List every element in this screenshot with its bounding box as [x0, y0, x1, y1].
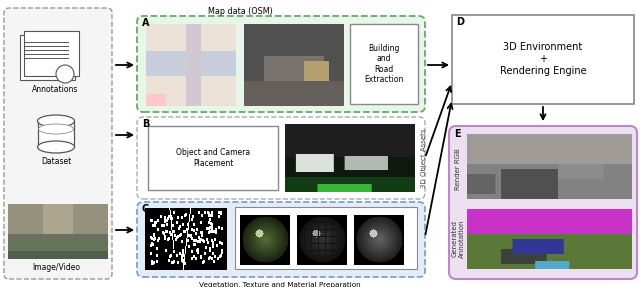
- Text: Generated
Annotation: Generated Annotation: [451, 220, 465, 258]
- Text: 3D Object Assets: 3D Object Assets: [421, 128, 427, 188]
- Text: Object and Camera
Placement: Object and Camera Placement: [176, 148, 250, 168]
- FancyBboxPatch shape: [137, 117, 425, 199]
- Text: E: E: [454, 129, 461, 139]
- Bar: [20, 35, 75, 80]
- Bar: [148, 126, 278, 190]
- FancyBboxPatch shape: [137, 202, 425, 277]
- Text: Building
and
Road
Extraction: Building and Road Extraction: [364, 44, 404, 84]
- Text: Vegetation, Texture and Material Preparation: Vegetation, Texture and Material Prepara…: [199, 282, 361, 287]
- Bar: [350, 24, 418, 104]
- Ellipse shape: [38, 141, 74, 153]
- Ellipse shape: [38, 115, 74, 127]
- FancyBboxPatch shape: [4, 8, 112, 279]
- Ellipse shape: [38, 124, 74, 134]
- Circle shape: [56, 65, 74, 83]
- Text: B: B: [142, 119, 149, 129]
- FancyBboxPatch shape: [137, 16, 425, 112]
- Bar: [235, 207, 417, 269]
- Text: 3D Environment
+
Rendering Engine: 3D Environment + Rendering Engine: [500, 42, 586, 75]
- Text: C: C: [142, 204, 149, 214]
- Bar: [38, 121, 74, 147]
- Bar: [452, 15, 634, 104]
- Text: Map data (OSM): Map data (OSM): [207, 7, 273, 16]
- Text: Image/Video: Image/Video: [32, 263, 80, 272]
- Text: Annotations: Annotations: [32, 85, 78, 94]
- Bar: [24, 31, 79, 76]
- Text: D: D: [456, 17, 464, 27]
- Text: A: A: [142, 18, 150, 28]
- Text: Render RGB: Render RGB: [455, 148, 461, 190]
- FancyBboxPatch shape: [449, 126, 637, 279]
- Text: Dataset: Dataset: [41, 157, 71, 166]
